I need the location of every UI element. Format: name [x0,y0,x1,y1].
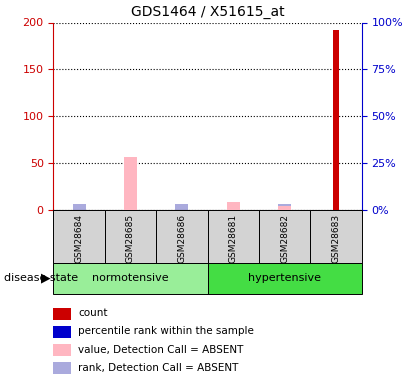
Bar [105,210,156,262]
Bar [53,262,208,294]
Bar [124,157,137,210]
Text: value, Detection Call = ABSENT: value, Detection Call = ABSENT [78,345,243,354]
Text: rank, Detection Call = ABSENT: rank, Detection Call = ABSENT [78,363,238,372]
Text: GSM28684: GSM28684 [75,214,83,263]
Bar [175,204,188,210]
Bar [53,362,71,374]
Text: disease state: disease state [4,273,78,283]
Text: normotensive: normotensive [92,273,169,284]
Bar [278,206,291,210]
Bar [53,326,71,338]
Text: percentile rank within the sample: percentile rank within the sample [78,327,254,336]
Bar [53,308,71,320]
Text: GSM28682: GSM28682 [280,214,289,263]
Bar [259,210,310,262]
Text: count: count [78,309,107,318]
Bar [208,210,259,262]
Bar [333,129,339,210]
Bar [310,210,362,262]
Title: GDS1464 / X51615_at: GDS1464 / X51615_at [131,5,284,19]
Bar [333,30,339,210]
Bar [278,204,291,210]
Text: ▶: ▶ [41,272,50,285]
Bar [53,344,71,356]
Bar [208,262,362,294]
Bar [227,202,240,210]
Text: hypertensive: hypertensive [248,273,321,284]
Bar [73,204,85,210]
Bar [124,188,137,210]
Text: GSM28683: GSM28683 [332,214,340,263]
Text: GSM28685: GSM28685 [126,214,135,263]
Text: GSM28681: GSM28681 [229,214,238,263]
Bar [156,210,208,262]
Text: GSM28686: GSM28686 [178,214,186,263]
Bar [53,210,105,262]
